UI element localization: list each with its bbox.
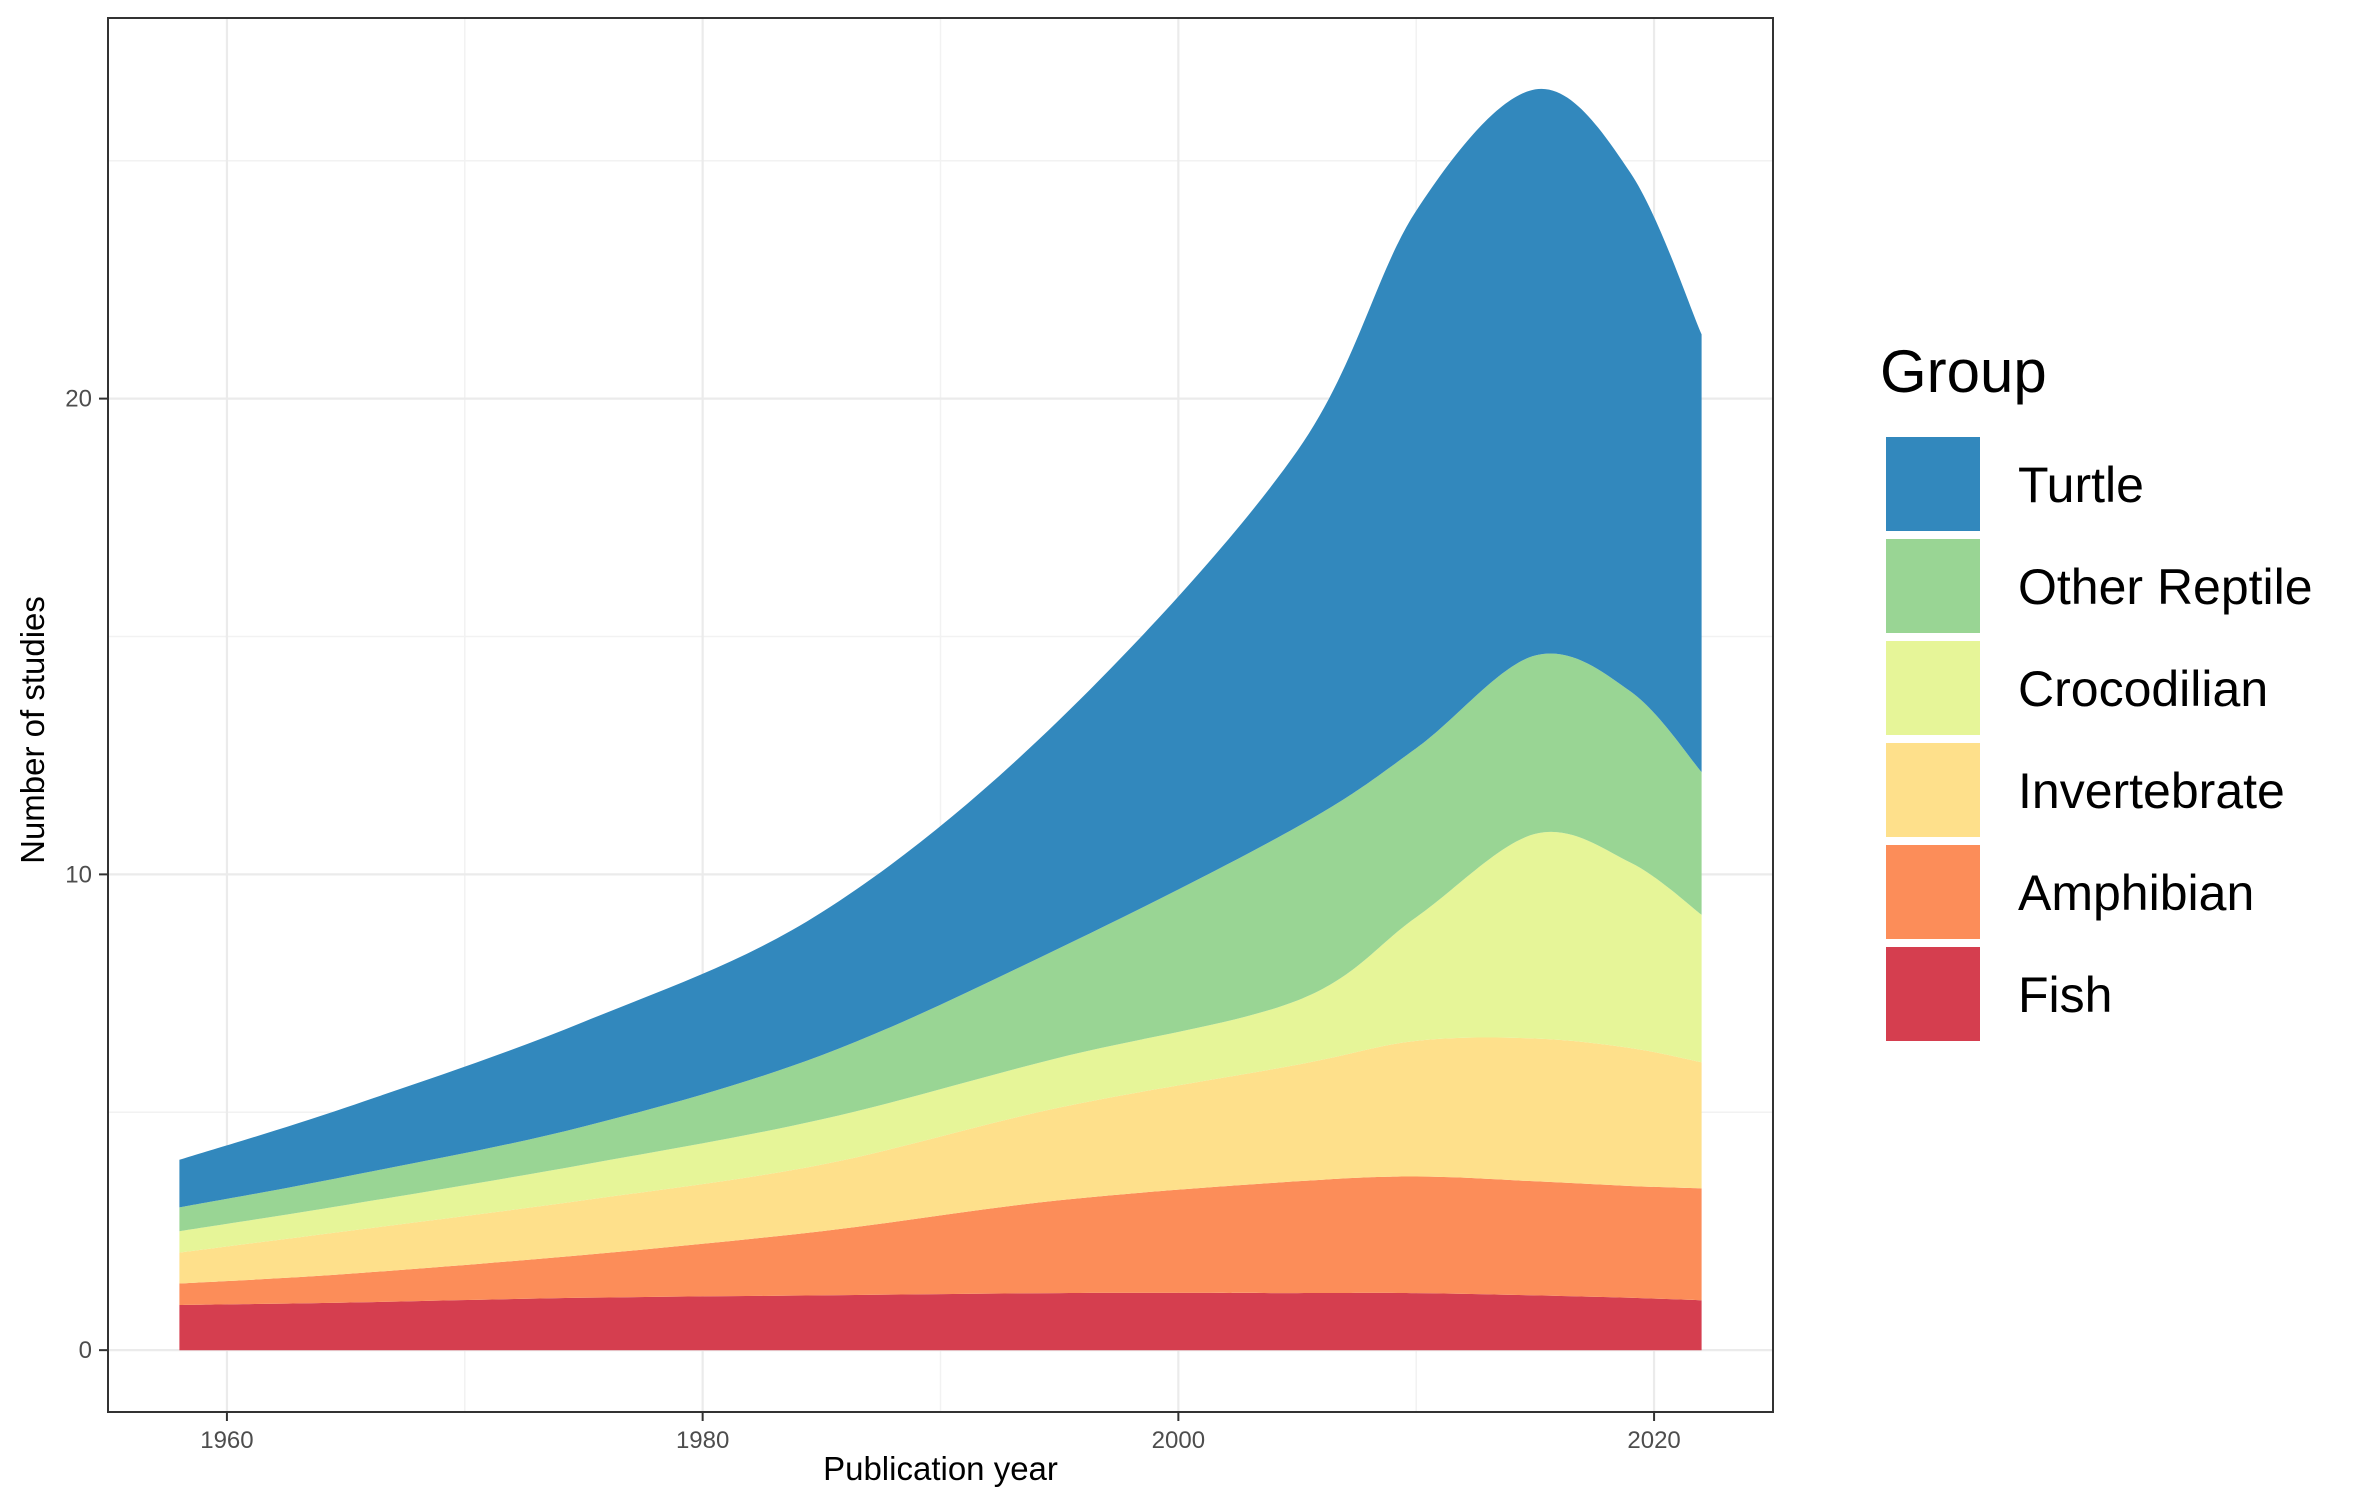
axis-ticks: 1960 1980 2000 2020 0 10 20: [65, 386, 1680, 1454]
legend-label-turtle: Turtle: [2018, 457, 2144, 513]
area-amphibian: [179, 1176, 1702, 1305]
x-tick-label: 2000: [1152, 1427, 1205, 1454]
legend-key-amphibian: [1886, 845, 1980, 939]
series-areas: [179, 88, 1702, 1351]
area-invertebrate: [179, 1037, 1702, 1284]
area-fish: [179, 1292, 1702, 1351]
area-crocodilian: [179, 831, 1702, 1253]
area-other-reptile: [179, 653, 1702, 1232]
legend-title: Group: [1880, 338, 2047, 405]
legend-label-crocodilian: Crocodilian: [2018, 661, 2268, 717]
legend-key-invertebrate: [1886, 743, 1980, 837]
y-tick-label: 0: [79, 1337, 92, 1364]
legend-key-other-reptile: [1886, 539, 1980, 633]
legend-label-other-reptile: Other Reptile: [2018, 559, 2313, 615]
area-turtle: [179, 88, 1702, 1208]
legend-key-crocodilian: [1886, 641, 1980, 735]
legend-label-fish: Fish: [2018, 967, 2112, 1023]
legend-key-turtle: [1886, 437, 1980, 531]
legend-label-invertebrate: Invertebrate: [2018, 763, 2285, 819]
x-tick-label: 1960: [200, 1427, 253, 1454]
legend-label-amphibian: Amphibian: [2018, 865, 2254, 921]
legend: Group Turtle Other Reptile Crocodilian Inve…: [1880, 338, 2313, 1041]
y-tick-label: 10: [65, 861, 92, 888]
x-axis-title: Publication year: [823, 1450, 1058, 1487]
x-tick-label: 2020: [1627, 1427, 1680, 1454]
y-axis-title: Number of studies: [14, 596, 51, 864]
x-tick-label: 1980: [676, 1427, 729, 1454]
legend-key-fish: [1886, 947, 1980, 1041]
y-tick-label: 20: [65, 386, 92, 413]
panel-border: [107, 17, 1774, 1413]
